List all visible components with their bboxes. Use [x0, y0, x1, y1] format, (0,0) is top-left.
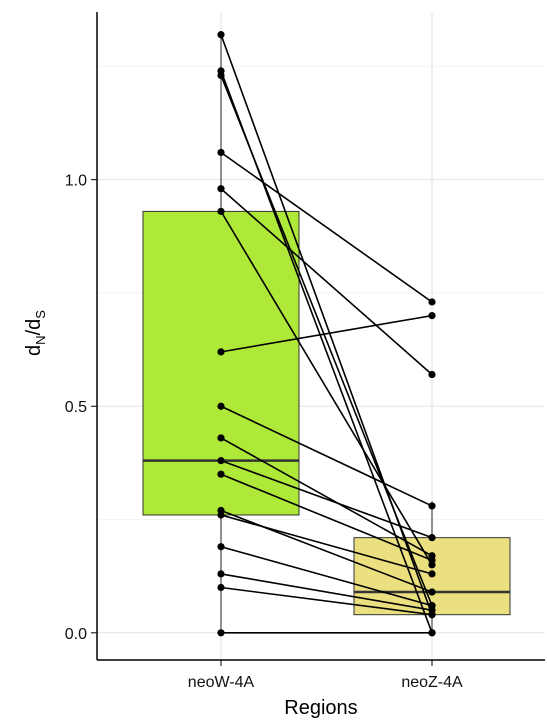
pair-line	[220, 75, 433, 606]
pair-line	[220, 314, 433, 353]
pair-line	[220, 405, 433, 507]
y-axis-title: dN/dS	[23, 310, 48, 356]
pair-line	[220, 437, 433, 557]
data-point-neoZ	[428, 370, 436, 379]
data-point-neoZ	[428, 570, 436, 578]
data-point-neoW	[217, 207, 225, 215]
pair-line	[220, 151, 433, 303]
pair-line	[220, 514, 433, 575]
y-tick-label: 1.0	[65, 173, 87, 190]
pair-line	[220, 586, 433, 616]
data-point-neoZ	[428, 312, 436, 320]
y-ticks: 0.0 0.5 1.0	[65, 173, 97, 643]
data-point-neoZ	[428, 502, 436, 510]
y-tick-label: 0.5	[65, 399, 87, 416]
data-point-neoW	[217, 402, 225, 410]
x-axis-title: Regions	[284, 697, 357, 719]
pair-line	[220, 545, 433, 607]
point-layer	[217, 31, 436, 637]
pair-line-layer	[220, 34, 433, 634]
data-point-neoW	[217, 470, 225, 478]
data-point-neoW	[217, 185, 225, 193]
x-ticks: neoW-4A neoZ-4A	[188, 660, 463, 691]
pair-line	[220, 210, 433, 566]
x-tick-label: neoW-4A	[188, 674, 255, 691]
data-point-neoW	[217, 543, 225, 551]
data-point-neoW	[217, 457, 225, 465]
pair-line	[220, 473, 433, 562]
data-point-neoW	[217, 348, 225, 356]
data-point-neoZ	[428, 611, 436, 619]
data-point-neoW	[217, 570, 225, 578]
data-point-neoZ	[428, 556, 436, 564]
box-neoW-4A	[142, 210, 300, 516]
data-point-neoW	[217, 148, 225, 157]
pair-line	[220, 188, 433, 376]
data-point-neoW	[217, 31, 225, 39]
data-point-neoW	[217, 71, 225, 80]
pair-line	[220, 573, 433, 611]
data-point-neoZ	[428, 629, 436, 637]
data-point-neoW	[217, 511, 225, 519]
data-point-neoW	[217, 629, 225, 637]
pair-line	[220, 459, 433, 539]
data-point-neoW	[217, 434, 225, 442]
data-point-neoZ	[428, 588, 436, 596]
data-point-neoW	[217, 583, 225, 592]
x-tick-label: neoZ-4A	[401, 674, 463, 691]
data-point-neoZ	[428, 534, 436, 542]
y-tick-label: 0.0	[65, 626, 87, 643]
data-point-neoZ	[428, 298, 436, 306]
